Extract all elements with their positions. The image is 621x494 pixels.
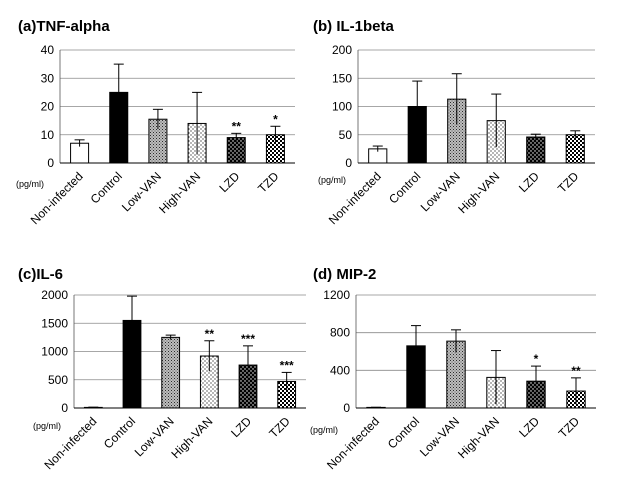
panel-c: (c)IL-6 (pg/ml) 0500100015002000Non-infe… [18, 266, 306, 472]
panel-b-title: (b) IL-1beta [313, 18, 394, 35]
x-category-label: TZD [266, 414, 293, 441]
y-tick-label: 100 [332, 100, 352, 114]
y-tick-label: 800 [330, 326, 350, 340]
x-category-label: Control [88, 169, 125, 206]
panel-c-unit-label: (pg/ml) [33, 421, 61, 431]
panel-c-title: (c)IL-6 [18, 266, 63, 283]
x-category-label: Non-infected [324, 414, 382, 472]
panel-d-unit-label: (pg/ml) [310, 425, 338, 435]
y-tick-label: 0 [345, 156, 352, 170]
x-category-label: Non-infected [28, 169, 86, 227]
y-tick-label: 40 [41, 43, 55, 57]
x-category-label: TZD [555, 169, 582, 196]
panel-a-unit-label: (pg/ml) [16, 179, 44, 189]
bar [161, 336, 181, 409]
x-category-label: LZD [516, 414, 542, 440]
y-tick-label: 2000 [41, 288, 68, 302]
significance-marker: *** [241, 332, 255, 346]
y-tick-label: 30 [41, 71, 55, 85]
panel-a-title: (a)TNF-alpha [18, 18, 110, 35]
panel-d: (d) MIP-2 (pg/ml) 0 400 800 1200 Non-infecte… [310, 266, 596, 472]
x-category-label: LZD [216, 169, 242, 195]
x-category-label: Control [385, 414, 422, 451]
significance-marker: ** [205, 327, 215, 341]
y-tick-label: 150 [332, 71, 352, 85]
significance-marker: * [534, 352, 539, 366]
y-tick-label: 10 [41, 128, 55, 142]
panel-d-title: (d) MIP-2 [313, 266, 376, 283]
y-tick-label: 1500 [41, 316, 68, 330]
panel-b-unit-label: (pg/ml) [318, 175, 346, 185]
significance-marker: ** [232, 119, 242, 133]
significance-marker: ** [571, 364, 581, 378]
y-tick-label: 20 [41, 100, 55, 114]
y-tick-label: 400 [330, 363, 350, 377]
y-tick-label: 1000 [41, 345, 68, 359]
significance-marker: *** [280, 358, 294, 372]
panel-a: (a)TNF-alpha (pg/ml) 0 10 20 30 40 Non-infect… [16, 18, 295, 227]
y-tick-label: 200 [332, 43, 352, 57]
x-category-label: High-VAN [156, 169, 203, 216]
x-category-label: High-VAN [455, 414, 502, 461]
x-category-label: TZD [556, 414, 583, 441]
x-category-label: TZD [255, 169, 282, 196]
x-category-label: LZD [516, 169, 542, 195]
x-category-label: LZD [228, 414, 254, 440]
x-category-label: High-VAN [168, 414, 215, 461]
x-category-label: Control [101, 414, 138, 451]
y-tick-label: 0 [61, 401, 68, 415]
y-tick-label: 1200 [323, 288, 350, 302]
x-category-label: Control [386, 169, 423, 206]
y-tick-label: 0 [343, 401, 350, 415]
x-category-label: High-VAN [455, 169, 502, 216]
panel-b: (b) IL-1beta (pg/ml) 050100150200Non-inf… [313, 18, 595, 227]
y-tick-label: 50 [339, 128, 353, 142]
bar [526, 136, 546, 164]
bar [565, 134, 585, 164]
y-tick-label: 500 [48, 373, 68, 387]
significance-marker: * [273, 112, 278, 126]
y-tick-label: 0 [47, 156, 54, 170]
